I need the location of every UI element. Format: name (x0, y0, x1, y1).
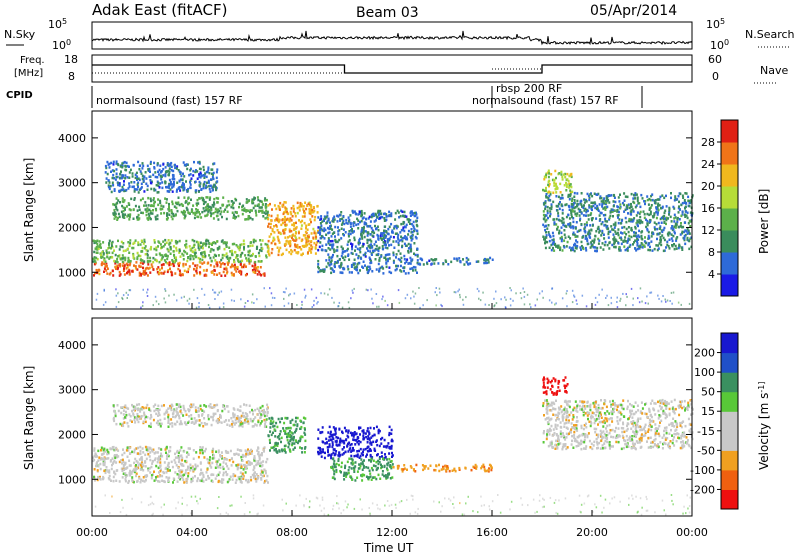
nsky-panel: N.Sky 105 100 105 100 N.Search (4, 17, 795, 52)
velocity-colorbar: -200 -100 -50 -15 15 50 100 200 Velocity [m s-1… (690, 332, 771, 510)
y-tick-label: 3000 (58, 384, 86, 397)
echo-feature (330, 457, 394, 482)
y-tick-label: 2000 (58, 428, 86, 441)
freq-tick-top: 18 (64, 53, 78, 66)
y-tick-label: 3000 (58, 177, 86, 190)
colorbar-tick-label: 100 (694, 366, 715, 379)
colorbar-tick-label: 200 (694, 347, 715, 360)
nave-tick-bottom: 0 (712, 70, 719, 83)
echo-feature (317, 425, 394, 460)
echo-feature (267, 416, 307, 454)
echo-feature (92, 238, 269, 264)
colorbar-tick-label: -100 (690, 464, 715, 477)
echo-feature (542, 376, 569, 396)
echo-feature (112, 196, 269, 221)
power-ylabel: Slant Range [km] (22, 158, 36, 262)
colorbar-tick-label: 20 (701, 180, 715, 193)
colorbar-tick-label: 16 (701, 202, 715, 215)
nsky-tick-top: 105 (48, 17, 67, 31)
freq-label: Freq. (20, 55, 45, 66)
freq-panel: Freq. [MHz] 18 8 60 0 Nave (14, 53, 788, 84)
velocity-colorbar-label: Velocity [m s-1] (757, 382, 771, 470)
power-colorbar: 4 8 12 16 20 24 28 Power [dB] (701, 119, 771, 297)
cpid-segment-3: normalsound (fast) 157 RF (472, 94, 619, 107)
echo-feature (92, 445, 269, 484)
date-title: 05/Apr/2014 (590, 3, 677, 19)
x-tick-label: 20:00 (576, 526, 608, 539)
cpid-segment-1: normalsound (fast) 157 RF (96, 94, 243, 107)
x-tick-label: 04:00 (176, 526, 208, 539)
echo-feature (392, 463, 493, 473)
x-tick-label: 12:00 (376, 526, 408, 539)
echo-feature (542, 191, 694, 253)
echo-feature (104, 160, 219, 194)
colorbar-tick-label: 12 (701, 224, 715, 237)
echo-feature (417, 256, 494, 266)
nave-tick-top: 60 (708, 53, 722, 66)
power-colorbar-label: Power [dB] (757, 189, 771, 254)
y-tick-label: 1000 (58, 473, 86, 486)
x-tick-label: 00:00 (676, 526, 708, 539)
echo-feature (267, 201, 319, 257)
x-tick-label: 16:00 (476, 526, 508, 539)
colorbar-tick-label: 24 (701, 158, 715, 171)
nsearch-tick-bottom: 100 (710, 38, 729, 52)
colorbar-tick-label: 8 (708, 246, 715, 259)
nsearch-tick-top: 105 (706, 17, 725, 31)
echo-feature (317, 209, 419, 275)
nsearch-label: N.Search (745, 28, 795, 41)
colorbar-tick-label: 15 (701, 405, 715, 418)
freq-unit-label: [MHz] (14, 68, 43, 79)
x-axis-label: Time UT (363, 541, 414, 554)
nave-label: Nave (760, 64, 788, 77)
echo-feature (112, 403, 269, 428)
station-title: Adak East (fitACF) (92, 1, 227, 19)
echo-feature (93, 261, 266, 277)
x-tick-label: 00:00 (76, 526, 108, 539)
y-tick-label: 1000 (58, 266, 86, 279)
echo-feature (542, 398, 694, 451)
x-tick-label: 08:00 (276, 526, 308, 539)
velocity-panel: 1000 2000 3000 4000 Slant Range [km] 00:00 0… (22, 303, 708, 554)
power-panel: 1000 2000 3000 4000 Slant Range [km] (22, 110, 694, 310)
y-tick-label: 4000 (58, 339, 86, 352)
y-tick-label: 4000 (58, 132, 86, 145)
cpid-row: CPID normalsound (fast) 157 RF rbsp 200 … (6, 82, 643, 108)
echo-feature (542, 169, 574, 195)
colorbar-tick-label: -200 (690, 483, 715, 496)
beam-title: Beam 03 (356, 5, 419, 21)
cpid-segment-2: rbsp 200 RF (496, 82, 562, 95)
colorbar-tick-label: 50 (701, 386, 715, 399)
velocity-ylabel: Slant Range [km] (22, 366, 36, 470)
colorbar-tick-label: 28 (701, 136, 715, 149)
colorbar-tick-label: -15 (697, 425, 715, 438)
colorbar-tick-label: -50 (697, 444, 715, 457)
nsky-tick-bottom: 100 (52, 38, 71, 52)
cpid-label: CPID (6, 90, 33, 101)
colorbar-tick-label: 4 (708, 268, 715, 281)
freq-tick-bottom: 8 (68, 70, 75, 83)
nsky-label: N.Sky (4, 28, 36, 41)
y-tick-label: 2000 (58, 221, 86, 234)
